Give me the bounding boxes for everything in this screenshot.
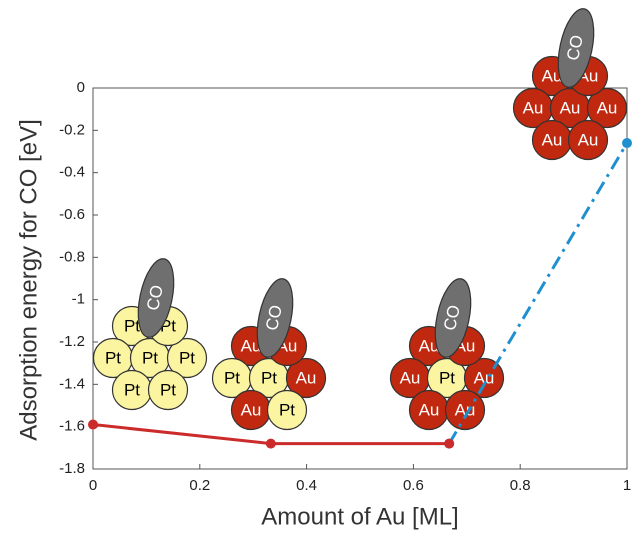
- y-tick-label: -0.8: [59, 248, 85, 265]
- co-molecule: [137, 258, 175, 338]
- atom-label: Pt: [261, 368, 277, 387]
- x-tick-label: 0.6: [403, 477, 424, 494]
- atom-label: Pt: [439, 368, 455, 387]
- atom: [285, 357, 327, 399]
- y-tick-label: -0.4: [59, 164, 85, 181]
- x-tick-label: 0.8: [510, 477, 531, 494]
- x-tick-label: 1: [623, 477, 631, 494]
- atom-label: Pt: [279, 400, 295, 419]
- data-point: [265, 438, 276, 449]
- y-axis-label: Adsorption energy for CO [eV]: [15, 119, 42, 441]
- co-label: CO: [563, 33, 587, 62]
- atom-label: Au: [597, 98, 618, 117]
- atom-label: Pt: [160, 380, 176, 399]
- atom-label: Au: [542, 66, 563, 85]
- atom-label: Pt: [124, 316, 140, 335]
- atom-label: Pt: [224, 368, 240, 387]
- x-tick-label: 0: [89, 477, 97, 494]
- co-label: CO: [262, 303, 286, 332]
- atom-label: Pt: [179, 348, 195, 367]
- x-tick-label: 0.2: [189, 477, 210, 494]
- y-tick-label: -1.6: [59, 418, 85, 435]
- atom-label: Au: [523, 98, 544, 117]
- atom-label: Pt: [105, 348, 121, 367]
- atom-label: Au: [400, 368, 421, 387]
- atom-label: Au: [241, 336, 262, 355]
- y-tick-label: -0.2: [59, 121, 85, 138]
- y-tick-label: -1: [72, 291, 85, 308]
- atom: [586, 87, 628, 129]
- atom-label: Au: [542, 130, 563, 149]
- atom-label: Au: [455, 400, 476, 419]
- data-point: [622, 138, 632, 149]
- atom-label: Pt: [124, 380, 140, 399]
- x-tick-label: 0.4: [296, 477, 317, 494]
- y-tick-label: -1.4: [59, 375, 85, 392]
- co-molecule: [434, 278, 472, 358]
- co-molecule: [256, 278, 294, 358]
- atom: [147, 369, 189, 411]
- y-tick-label: -1.8: [59, 460, 85, 477]
- co-label: CO: [440, 303, 464, 332]
- y-tick-label: -0.6: [59, 206, 85, 223]
- series-line: [447, 142, 629, 445]
- atom-label: Au: [241, 400, 262, 419]
- x-axis-label: Amount of Au [ML]: [261, 503, 458, 530]
- y-tick-label: 0: [77, 79, 85, 96]
- atom-label: Au: [419, 336, 440, 355]
- atom-label: Au: [560, 98, 581, 117]
- atom: [166, 337, 208, 379]
- atom-label: Au: [296, 368, 317, 387]
- y-tick-label: -1.2: [59, 333, 85, 350]
- atom-label: Au: [419, 400, 440, 419]
- atom: [567, 119, 609, 161]
- co-molecule: [557, 8, 595, 88]
- data-point: [444, 438, 455, 449]
- atom-label: Au: [578, 130, 599, 149]
- co-label: CO: [143, 283, 167, 312]
- atom-label: Pt: [142, 348, 158, 367]
- data-point: [88, 419, 98, 430]
- atom: [266, 389, 308, 431]
